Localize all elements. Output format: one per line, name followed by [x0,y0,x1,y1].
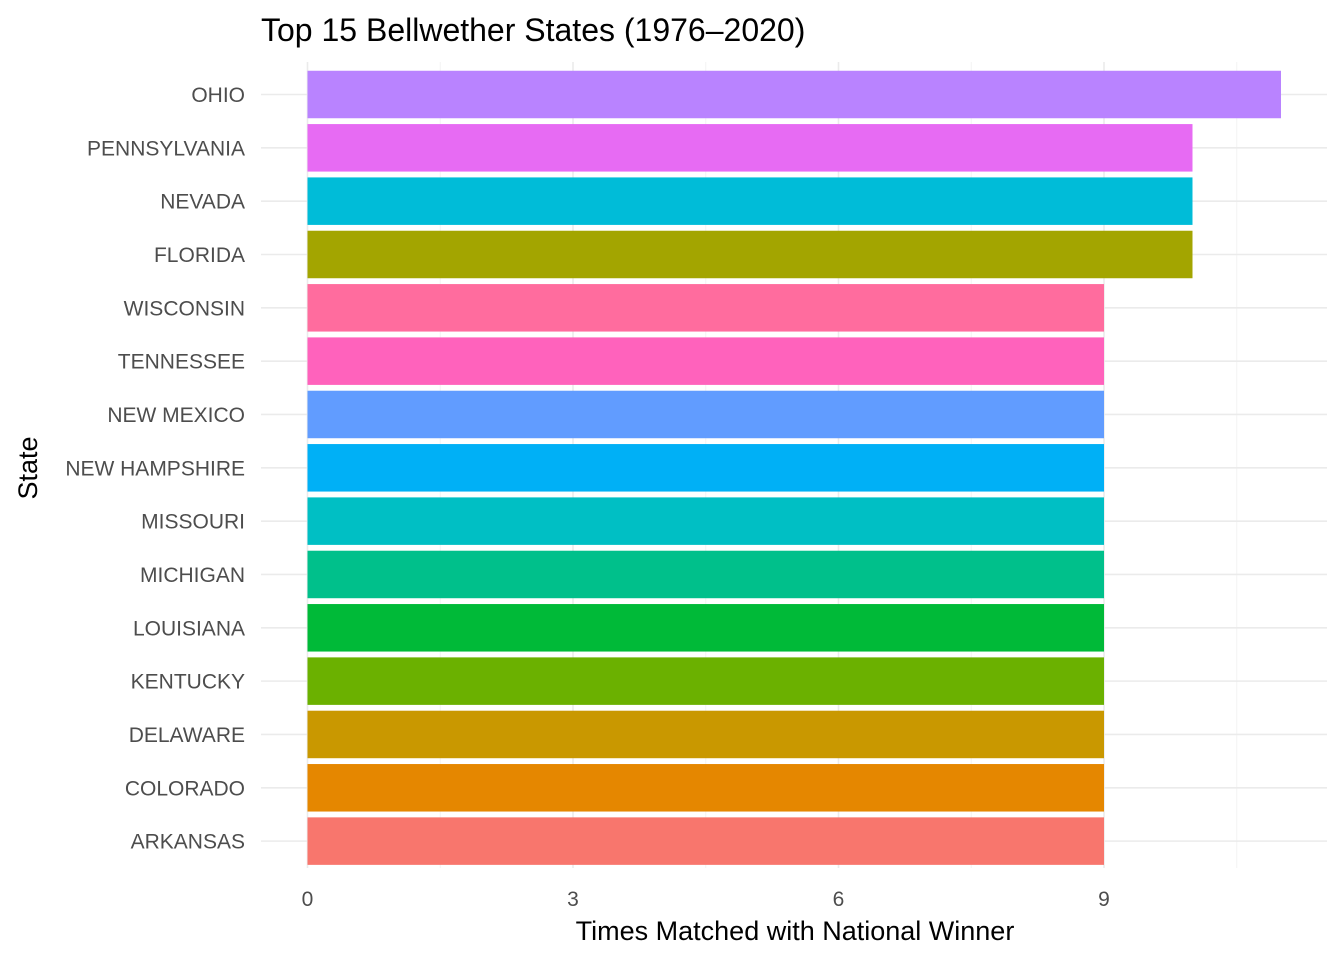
y-tick-label: KENTUCKY [131,671,245,694]
y-tick-label: MISSOURI [141,511,245,534]
y-tick-labels: OHIO PENNSYLVANIA NEVADA FLORIDA WISCONSIN TE… [65,84,245,854]
bars [307,70,1281,865]
y-tick-label: WISCONSIN [124,297,245,320]
bar-nevada [307,177,1193,225]
bar-new-mexico [307,390,1104,439]
y-tick-label: OHIO [191,84,245,107]
y-tick-label: MICHIGAN [140,564,245,587]
bar-colorado [307,764,1104,812]
y-tick-label: ARKANSAS [131,831,245,854]
chart-title: Top 15 Bellwether States (1976–2020) [261,12,805,48]
y-tick-label: PENNSYLVANIA [87,137,245,160]
bar-michigan [307,550,1104,599]
bar-kentucky [307,657,1104,705]
bar-louisiana [307,604,1104,652]
bar-new-hampshire [307,444,1104,492]
bar-delaware [307,710,1104,759]
bar-pennsylvania [307,124,1193,172]
bar-missouri [307,497,1104,545]
x-tick-label: 9 [1098,888,1110,911]
y-tick-label: COLORADO [125,777,245,800]
y-tick-label: NEW HAMPSHIRE [65,457,245,480]
bar-ohio [307,70,1281,119]
x-tick-label: 3 [567,888,579,911]
bar-arkansas [307,817,1104,865]
y-tick-label: LOUISIANA [133,617,245,640]
x-tick-labels: 0 3 6 9 [302,888,1110,911]
bar-tennessee [307,337,1104,385]
x-tick-label: 6 [833,888,845,911]
x-tick-label: 0 [302,888,314,911]
bar-wisconsin [307,284,1104,332]
y-tick-label: TENNESSEE [118,351,245,374]
y-tick-label: FLORIDA [154,244,245,267]
y-tick-label: NEVADA [160,191,245,214]
x-axis-title: Times Matched with National Winner [576,916,1015,946]
y-tick-label: DELAWARE [129,724,245,747]
y-axis-title: State [13,436,43,499]
bar-florida [307,230,1193,279]
y-tick-label: NEW MEXICO [107,404,245,427]
